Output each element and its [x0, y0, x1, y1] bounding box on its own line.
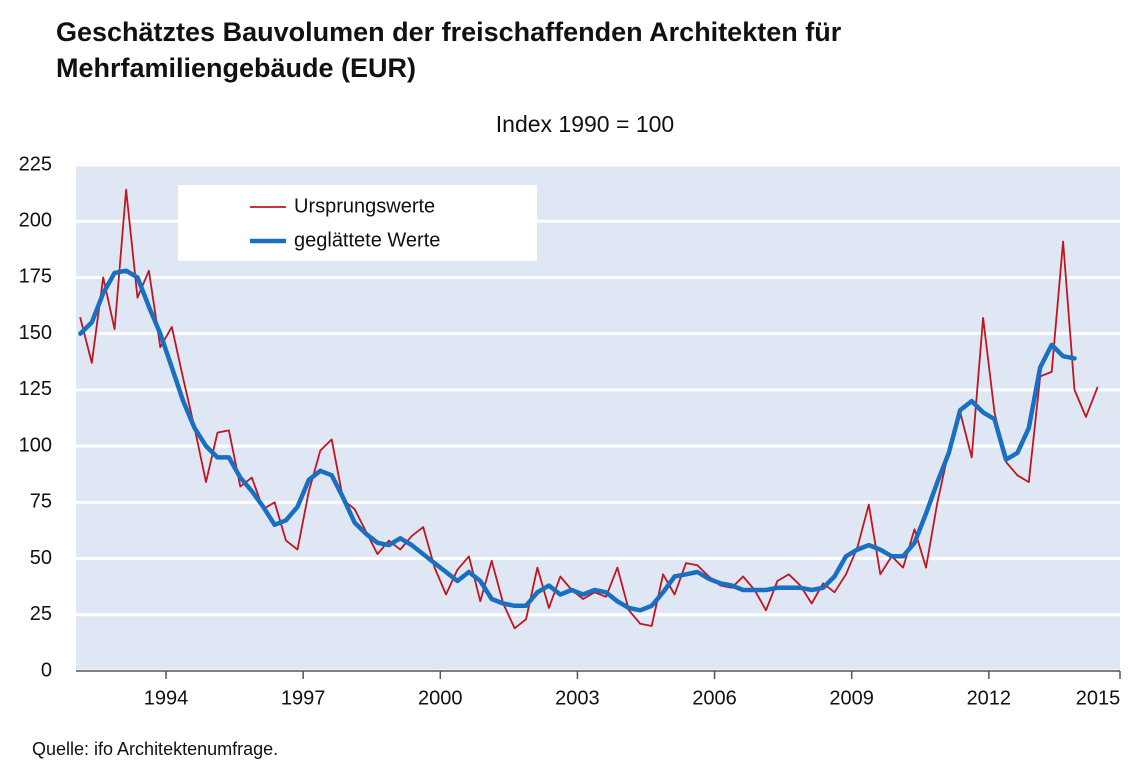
chart-title: Geschätztes Bauvolumen der freischaffend…	[56, 17, 842, 83]
x-tick-label: 2000	[418, 687, 463, 709]
x-tick-label: 2006	[692, 687, 737, 709]
x-tick-label: 1994	[144, 687, 189, 709]
y-tick-label: 200	[19, 210, 52, 232]
y-tick-label: 100	[19, 434, 52, 456]
x-tick-label: 2009	[829, 687, 874, 709]
legend-label: geglättete Werte	[294, 229, 440, 251]
x-tick-label: 2012	[967, 687, 1012, 709]
source: Quelle: ifo Architektenumfrage.	[32, 739, 278, 759]
x-tick-label: 2003	[555, 687, 600, 709]
y-tick-label: 25	[30, 603, 52, 625]
legend-box	[178, 185, 537, 261]
y-tick-label: 150	[19, 322, 52, 344]
y-tick-label: 75	[30, 491, 52, 513]
y-tick-label: 125	[19, 378, 52, 400]
x-tick-label: 2015	[1076, 687, 1121, 709]
legend-label: Ursprungswerte	[294, 195, 435, 217]
y-tick-label: 225	[19, 153, 52, 175]
y-tick-label: 175	[19, 266, 52, 288]
series-line	[78, 268, 1077, 613]
series-line	[79, 188, 1099, 630]
y-tick-label: 0	[41, 659, 52, 681]
y-tick-label: 50	[30, 547, 52, 569]
x-tick-label: 1997	[281, 687, 326, 709]
title-box: Geschätztes Bauvolumen der freischaffend…	[56, 17, 842, 83]
chart-subtitle: Index 1990 = 100	[496, 111, 674, 137]
